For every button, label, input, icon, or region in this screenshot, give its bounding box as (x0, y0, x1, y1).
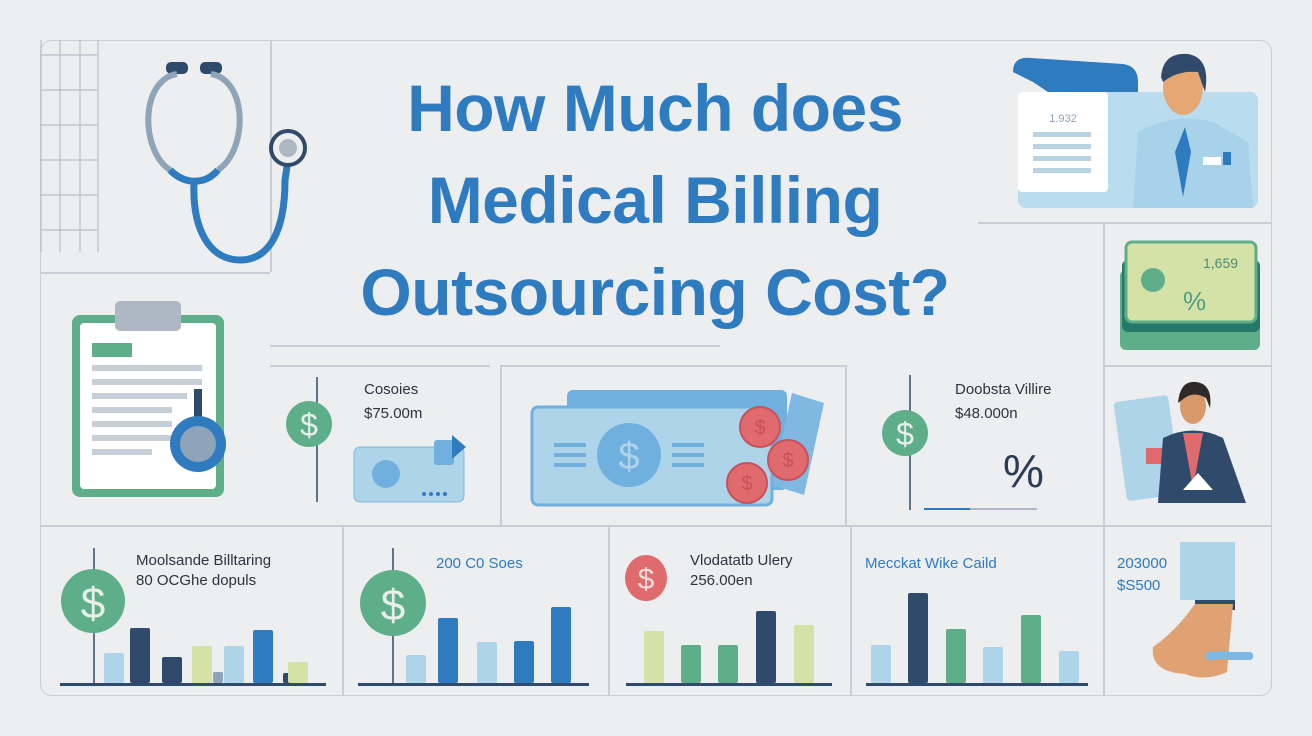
money-bills-icon: $ $ $ $ (530, 390, 824, 507)
chart-baseline (626, 683, 832, 686)
bar (253, 630, 273, 683)
title-line: Medical Billing (427, 163, 883, 237)
divider (40, 525, 1272, 527)
bar (1059, 651, 1079, 683)
doctor-illustration: 1.932 (1013, 53, 1258, 208)
bar (514, 641, 534, 683)
svg-text:$: $ (618, 436, 639, 478)
divider (978, 222, 1272, 224)
bar (1021, 615, 1041, 683)
divider (270, 345, 720, 347)
percent-symbol: % (1003, 445, 1044, 497)
chart-baseline (866, 683, 1088, 686)
divider (500, 365, 502, 525)
bar (162, 657, 182, 683)
clipboard-icon (72, 301, 226, 497)
bottom-heading: 203000 (1117, 555, 1168, 572)
divider (342, 525, 344, 696)
hand-illustration (1152, 542, 1253, 678)
bar (192, 646, 212, 683)
bar (756, 611, 776, 683)
grid-pattern (40, 40, 99, 252)
cash-stack-icon: 1,659 % (1120, 240, 1260, 350)
document-number: 1.932 (1049, 113, 1077, 125)
svg-text:$: $ (782, 450, 793, 472)
bar (908, 593, 928, 683)
bottom-amount: $S500 (1117, 577, 1161, 594)
bar (644, 631, 664, 683)
cash-number: 1,659 (1203, 255, 1238, 271)
chart-baseline (60, 683, 326, 686)
bar (477, 642, 497, 683)
bar (288, 662, 308, 683)
cash-percent: % (1183, 286, 1206, 316)
svg-text:$: $ (754, 417, 765, 439)
svg-text:$: $ (300, 407, 318, 443)
bar (718, 645, 738, 683)
bar (794, 625, 814, 683)
bar (871, 645, 891, 683)
divider (40, 272, 270, 274)
bar (213, 672, 223, 683)
bottom-chart-icon-3: $ (625, 555, 667, 601)
svg-text:$: $ (741, 473, 752, 495)
svg-text:$: $ (81, 579, 105, 628)
bar (224, 646, 244, 683)
card-amount: $75.00m (364, 405, 423, 422)
divider (500, 365, 845, 367)
page-title: How Much does Medical Billing Outsourcin… (250, 62, 1060, 338)
bottom-heading: Moolsande Billtaring (136, 552, 272, 569)
card-heading: Cosoies (364, 381, 419, 398)
bottom-heading: Mecckat Wike Caild (865, 555, 997, 572)
svg-text:$: $ (381, 581, 405, 630)
percent-illustration: $ (882, 375, 1037, 510)
title-line: Outsourcing Cost? (360, 255, 950, 329)
divider (1103, 222, 1105, 696)
divider (850, 525, 852, 696)
bar (551, 607, 571, 683)
bar (681, 645, 701, 683)
stethoscope-icon (145, 62, 307, 264)
bar (946, 629, 966, 683)
divider (608, 525, 610, 696)
bottom-amount: 80 OCGhe dopuls (136, 572, 257, 589)
card-heading: Doobsta Villire (955, 381, 1052, 398)
bar (438, 618, 458, 683)
bar (983, 647, 1003, 683)
bar (406, 655, 426, 683)
card-amount: $48.000n (955, 405, 1018, 422)
bottom-chart-icon-1: $ (61, 548, 125, 683)
svg-text:$: $ (896, 416, 914, 452)
divider (270, 365, 490, 367)
bottom-amount: 256.00en (690, 572, 753, 589)
card-illustration: $ (286, 377, 466, 503)
chart-baseline (358, 683, 589, 686)
bar (130, 628, 150, 683)
title-line: How Much does (407, 71, 903, 145)
divider (845, 365, 847, 525)
bottom-heading: 200 C0 Soes (436, 555, 523, 572)
person-illustration (1113, 381, 1246, 503)
bar (104, 653, 124, 683)
divider (270, 40, 272, 272)
svg-text:$: $ (638, 563, 655, 596)
bottom-chart-icon-2: $ (360, 548, 426, 683)
divider (1103, 365, 1272, 367)
bottom-heading: Vlodatatb Ulery (690, 552, 793, 569)
outer-frame (40, 40, 1272, 696)
